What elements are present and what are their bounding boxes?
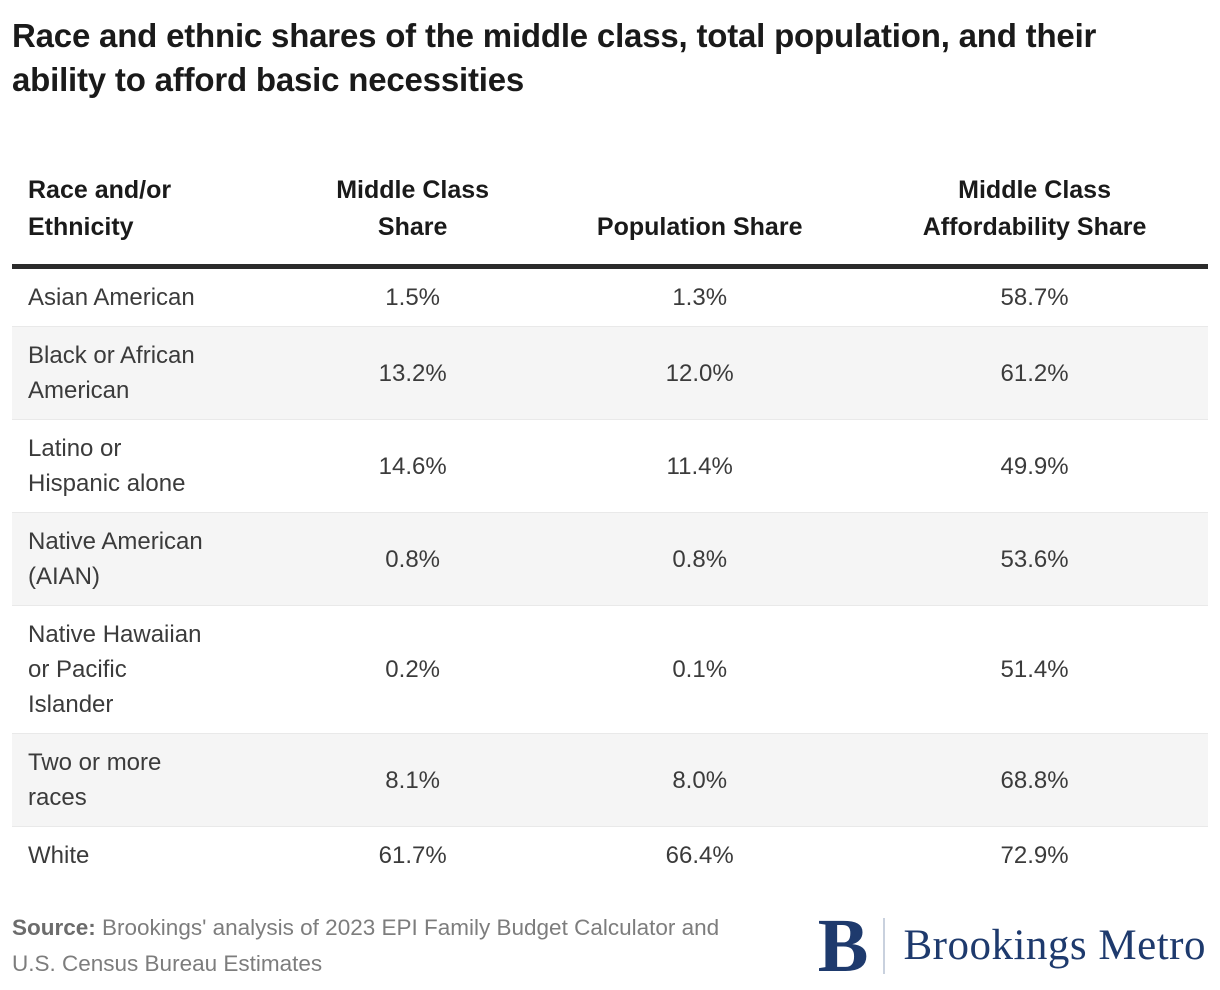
row-label: Latino or Hispanic alone [28,435,186,497]
source-label: Source: [12,915,96,940]
col-header-affordability-share: Middle Class Affordability Share [922,176,1147,241]
population-share-value: 8.0% [672,766,728,794]
row-label: Native American (AIAN) [28,528,203,590]
affordability-share-value: 61.2% [1000,359,1069,387]
table-body: Asian American 1.5% 1.3% 58.7% Black or … [12,267,1208,885]
source-note: Source: Brookings' analysis of 2023 EPI … [12,910,732,982]
population-share-value: 0.8% [672,545,728,573]
col-header-race-ethnicity: Race and/or Ethnicity [28,176,172,241]
table-row-native-hawaiian-pacific-islander: Native Hawaiian or Pacific Islander 0.2%… [12,605,1208,734]
affordability-share-value: 58.7% [1000,284,1069,311]
affordability-share-value: 51.4% [1000,656,1069,683]
middle-class-share-value: 0.8% [385,545,440,573]
table-row-black-african-american: Black or African American 13.2% 12.0% 61… [12,326,1208,420]
col-header-middle-class-share: Middle Class Share [336,176,490,241]
middle-class-share-value: 0.2% [385,656,440,683]
row-label: Black or African American [28,342,195,404]
population-share-value: 12.0% [665,359,734,387]
affordability-share-value: 53.6% [1000,545,1069,573]
brookings-metro-logo: B Brookings Metro [817,903,1208,988]
table-header-row: Race and/or Ethnicity Middle Class Share… [12,172,1208,267]
row-label: White [28,842,90,869]
row-label: Native Hawaiian or Pacific Islander [28,621,202,718]
source-text: Brookings' analysis of 2023 EPI Family B… [12,915,720,976]
figure-title: Race and ethnic shares of the middle cla… [12,17,1097,98]
col-header-population-share: Population Share [596,213,803,241]
affordability-share-value: 72.9% [1000,842,1069,869]
population-share-value: 0.1% [672,656,728,683]
affordability-share-value: 49.9% [1000,452,1069,480]
row-label: Two or more races [28,749,162,811]
table-row-latino-hispanic: Latino or Hispanic alone 14.6% 11.4% 49.… [12,419,1208,513]
table-row-two-or-more-races: Two or more races 8.1% 8.0% 68.8% [12,733,1208,827]
population-share-value: 11.4% [666,452,733,480]
brookings-b-monogram-icon: B [817,903,869,988]
table-row-asian-american: Asian American 1.5% 1.3% 58.7% [12,267,1208,327]
middle-class-share-value: 1.5% [385,284,440,311]
figure-footer: Source: Brookings' analysis of 2023 EPI … [12,903,1208,988]
middle-class-share-value: 8.1% [385,766,440,794]
affordability-share-value: 68.8% [1000,766,1069,794]
middle-class-share-value: 61.7% [378,842,447,869]
table-row-white: White 61.7% 66.4% 72.9% [12,826,1208,885]
row-label: Asian American [28,284,195,311]
data-table: Race and/or Ethnicity Middle Class Share… [12,172,1208,884]
middle-class-share-value: 14.6% [378,452,447,480]
table-header: Race and/or Ethnicity Middle Class Share… [12,172,1208,267]
brookings-metro-wordmark: Brookings Metro [903,922,1206,970]
logo-divider [883,917,886,974]
middle-class-share-value: 13.2% [378,359,447,387]
table-row-native-american: Native American (AIAN) 0.8% 0.8% 53.6% [12,512,1208,606]
population-share-value: 1.3% [672,284,728,311]
population-share-value: 66.4% [665,842,734,869]
